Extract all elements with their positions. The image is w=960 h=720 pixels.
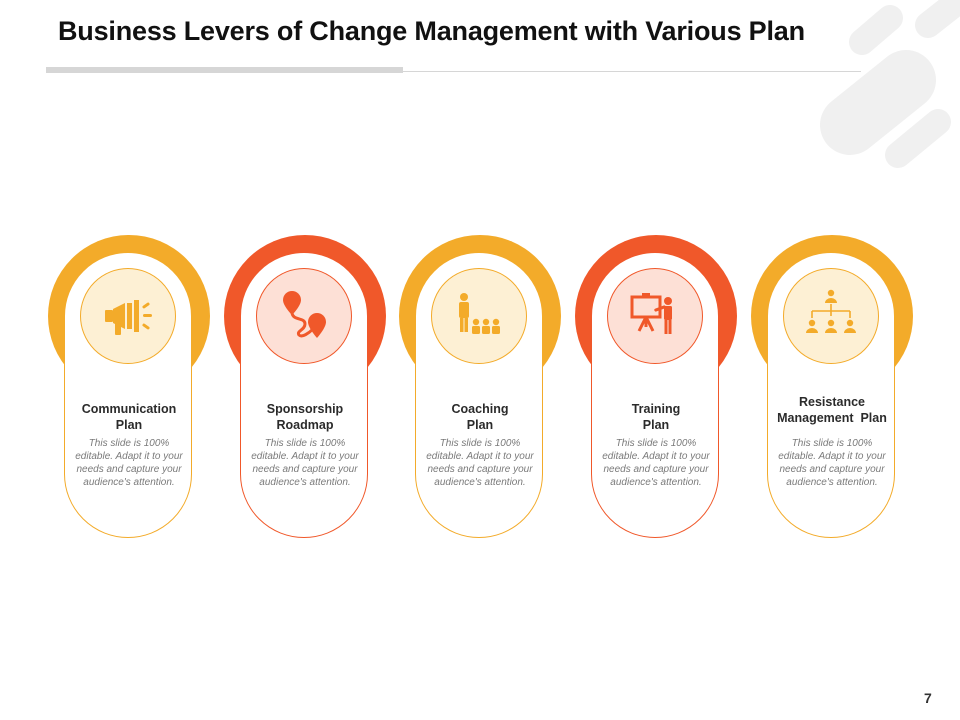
megaphone-icon xyxy=(105,300,152,335)
icon-circle xyxy=(431,268,527,364)
card-description: This slide is 100% editable. Adapt it to… xyxy=(75,438,183,488)
card-description: This slide is 100% editable. Adapt it to… xyxy=(778,438,886,488)
card-sponsorship-roadmap: Sponsorship Roadmap This slide is 100% e… xyxy=(224,235,386,541)
card-title: Resistance Management Plan xyxy=(765,394,899,426)
card-description: This slide is 100% editable. Adapt it to… xyxy=(602,438,710,488)
card-title-line1: Training xyxy=(631,402,681,416)
card-title: Communication Plan xyxy=(62,401,196,433)
card-title: Coaching Plan xyxy=(413,401,547,433)
card-title: Training Plan xyxy=(589,401,723,433)
card-title-line2: Plan xyxy=(642,418,670,432)
icon-circle xyxy=(607,268,703,364)
page-number: 7 xyxy=(924,690,932,706)
card-training-plan: Training Plan This slide is 100% editabl… xyxy=(575,235,737,541)
card-title-line2: Management Plan xyxy=(777,411,887,425)
card-title-line1: Communication xyxy=(81,402,177,416)
card-title-line1: Resistance xyxy=(798,395,865,409)
card-description: This slide is 100% editable. Adapt it to… xyxy=(426,438,534,488)
icon-circle xyxy=(256,268,352,364)
title-underline-thin xyxy=(403,71,861,72)
title-underline-thick xyxy=(46,67,403,73)
card-title-line2: Roadmap xyxy=(276,418,334,432)
card-title-line1: Sponsorship xyxy=(266,402,344,416)
card-title-line2: Plan xyxy=(115,418,143,432)
card-description: This slide is 100% editable. Adapt it to… xyxy=(251,438,359,488)
card-communication-plan: Communication Plan This slide is 100% ed… xyxy=(48,235,210,541)
card-resistance-management-plan: Resistance Management Plan This slide is… xyxy=(751,235,913,541)
decorative-stripes xyxy=(820,0,960,168)
org-hierarchy-icon xyxy=(806,289,856,333)
presentation-board-icon xyxy=(630,293,672,334)
icon-circle xyxy=(80,268,176,364)
icon-circle xyxy=(783,268,879,364)
coach-audience-icon xyxy=(459,293,500,334)
card-title-line2: Plan xyxy=(466,418,494,432)
card-coaching-plan: Coaching Plan This slide is 100% editabl… xyxy=(399,235,561,541)
card-title: Sponsorship Roadmap xyxy=(238,401,372,433)
card-title-line1: Coaching xyxy=(451,402,509,416)
slide-title: Business Levers of Change Management wit… xyxy=(58,16,805,46)
roadmap-pins-icon xyxy=(283,291,326,338)
